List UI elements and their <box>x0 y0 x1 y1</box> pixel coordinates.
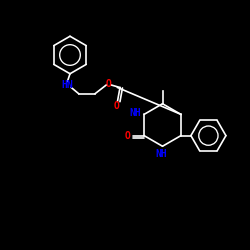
Text: NH: NH <box>156 149 167 159</box>
Text: O: O <box>113 101 119 111</box>
Text: HN: HN <box>62 80 74 90</box>
Text: O: O <box>106 79 112 89</box>
Text: O: O <box>125 130 131 140</box>
Text: NH: NH <box>130 108 141 118</box>
